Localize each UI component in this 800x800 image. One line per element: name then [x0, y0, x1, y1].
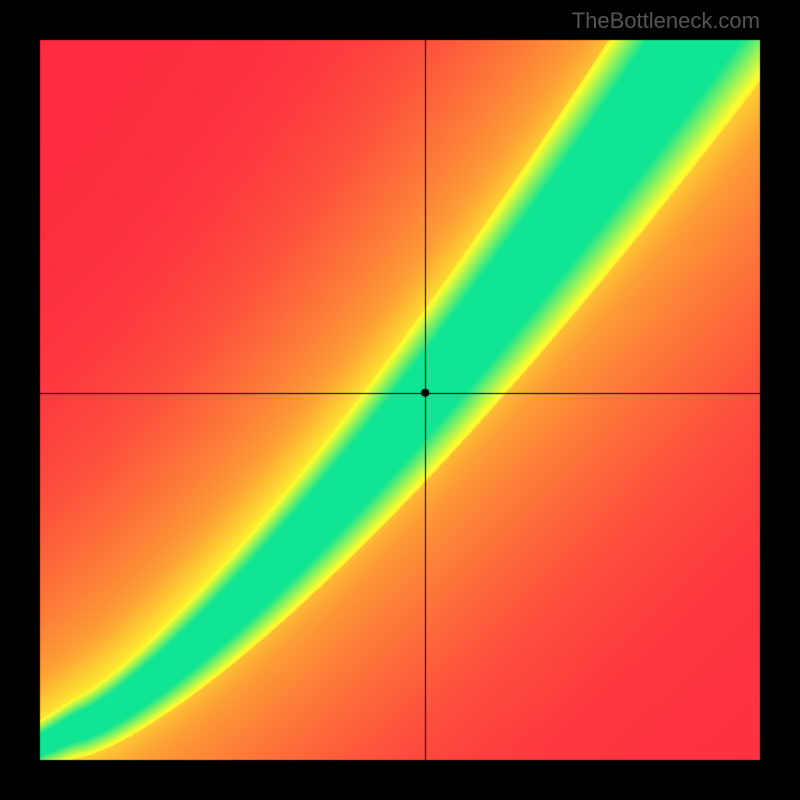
heatmap-canvas — [0, 0, 800, 800]
watermark-text: TheBottleneck.com — [572, 8, 760, 34]
bottleneck-heatmap: TheBottleneck.com — [0, 0, 800, 800]
